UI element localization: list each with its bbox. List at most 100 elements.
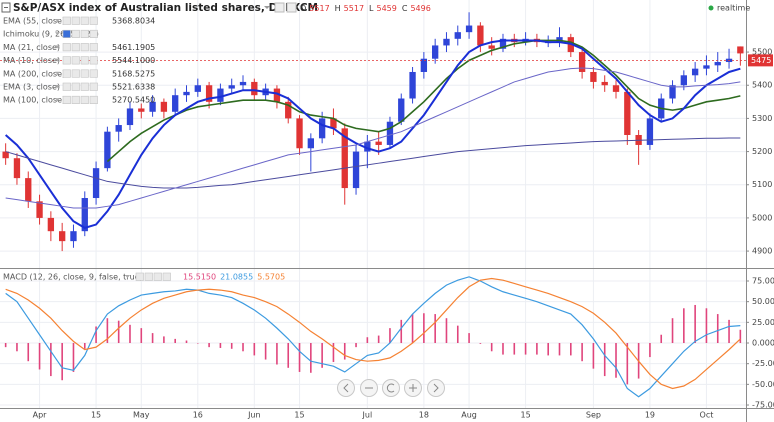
histogram-bar	[683, 308, 685, 344]
histogram-bar	[264, 343, 267, 360]
indicator-menu-arrow[interactable]	[55, 98, 60, 102]
indicator-icon[interactable]	[62, 16, 71, 25]
indicator-icon[interactable]	[62, 82, 71, 91]
indicator-icon[interactable]	[135, 272, 144, 281]
x-tick-label: Jun	[247, 411, 261, 420]
histogram-bar	[366, 337, 369, 344]
indicator-icon[interactable]	[80, 16, 89, 25]
indicator-menu-arrow[interactable]	[55, 58, 60, 62]
candle-body	[25, 178, 32, 202]
indicator-icon[interactable]	[80, 95, 89, 104]
histogram-bar	[298, 343, 301, 372]
zoom-in-icon	[409, 384, 417, 392]
candle-body	[36, 201, 43, 218]
indicator-icon[interactable]	[89, 43, 98, 52]
realtime-dot	[708, 5, 714, 11]
indicator-icon[interactable]	[71, 69, 80, 78]
indicator-icon[interactable]	[89, 82, 98, 91]
histogram-bar	[705, 308, 708, 344]
nav-right[interactable]	[427, 379, 445, 397]
indicator-icon[interactable]	[80, 82, 89, 91]
indicator-icon[interactable]	[80, 29, 89, 39]
histogram-bar	[276, 343, 278, 365]
histogram-bar	[389, 328, 391, 344]
candle-body	[307, 138, 314, 149]
realtime-label: realtime	[717, 4, 750, 13]
candle-body	[556, 37, 563, 43]
indicator-icon[interactable]	[89, 16, 98, 25]
indicator-icon[interactable]	[62, 29, 71, 39]
indicator-value: 5521.6338	[112, 83, 155, 92]
indicator-menu-arrow[interactable]	[125, 275, 130, 278]
indicator-icon[interactable]	[162, 272, 171, 281]
histogram-bar	[490, 343, 493, 352]
histogram-bar	[4, 343, 7, 348]
indicator-value: 21.0855	[220, 273, 253, 282]
nav-left[interactable]	[337, 379, 355, 397]
indicator-icon[interactable]	[71, 43, 80, 52]
indicator-icon[interactable]	[89, 95, 98, 104]
indicator-icon[interactable]	[71, 29, 80, 39]
histogram-bar	[321, 343, 323, 368]
histogram-bar	[219, 343, 222, 348]
indicator-icon[interactable]	[153, 272, 162, 281]
indicator-icon[interactable]	[80, 43, 89, 52]
candle-body	[13, 158, 21, 179]
reset[interactable]	[382, 379, 400, 397]
indicator-menu-arrow[interactable]	[55, 71, 60, 75]
ohlc-value: 5459	[377, 4, 397, 13]
indicator-icon[interactable]	[62, 56, 71, 65]
indicator-menu-arrow[interactable]	[55, 32, 60, 36]
indicator-value: 5544.1000	[112, 56, 155, 65]
x-tick-label: Aug	[461, 411, 477, 420]
indicator-icon[interactable]	[62, 95, 71, 104]
y-tick-label: -75.000	[752, 401, 774, 410]
histogram-bar	[129, 324, 131, 344]
y-tick-label: 4900	[752, 247, 772, 256]
title-menu-arrow[interactable]	[264, 6, 270, 9]
collapse-icon[interactable]	[1, 2, 11, 13]
candle-body	[454, 32, 461, 39]
indicator-icon[interactable]	[71, 95, 80, 104]
indicator-icon[interactable]	[80, 69, 89, 78]
indicator-icon[interactable]	[71, 56, 80, 65]
candle-body	[443, 38, 450, 46]
candle-body	[217, 88, 224, 102]
indicator-icon[interactable]	[89, 56, 98, 65]
nav-right-icon	[433, 383, 439, 393]
histogram-bar	[547, 343, 549, 356]
indicator-menu-arrow[interactable]	[55, 45, 60, 49]
indicator-icon[interactable]	[71, 82, 80, 91]
y-tick-label: 75.000	[752, 276, 774, 285]
macd-line	[5, 276, 741, 398]
indicator-icon[interactable]	[71, 16, 80, 25]
candle-body	[341, 128, 348, 189]
indicator-icon[interactable]	[89, 29, 98, 39]
macd-line	[5, 277, 741, 390]
indicator-icon[interactable]	[62, 43, 71, 52]
indicator-icon[interactable]	[89, 69, 98, 78]
candle-body	[590, 71, 597, 82]
candle-body	[352, 151, 360, 189]
indicator-icon[interactable]	[80, 56, 89, 65]
indicator-menu-arrow[interactable]	[55, 85, 60, 88]
indicator-line	[106, 39, 741, 163]
title-icon[interactable]	[286, 2, 297, 13]
histogram-bar	[660, 334, 663, 344]
x-tick-label: 15	[294, 411, 304, 420]
indicator-menu-arrow[interactable]	[55, 19, 60, 22]
histogram-bar	[502, 343, 504, 355]
indicator-icon[interactable]	[144, 272, 153, 281]
histogram-bar	[400, 319, 403, 344]
ohlc-label: C	[402, 4, 408, 13]
indicator-value: 15.5150	[183, 273, 216, 282]
ohlc-label: L	[369, 4, 374, 13]
title-icon[interactable]	[274, 2, 285, 13]
indicator-icon[interactable]	[62, 69, 71, 78]
y-tick-label: 50.000	[752, 297, 774, 306]
histogram-bar	[558, 343, 561, 356]
candle-body	[115, 125, 122, 132]
